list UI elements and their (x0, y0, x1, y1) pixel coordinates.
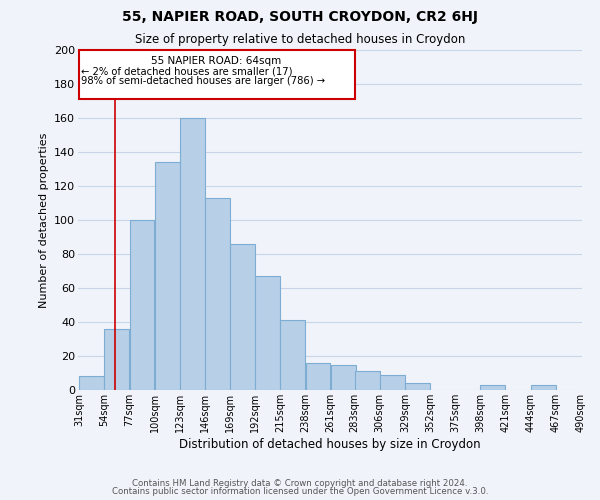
Bar (481, 385, 505, 390)
Bar (305, 363, 331, 390)
Bar (205, 198, 230, 390)
Bar (355, 372, 380, 390)
Text: 98% of semi-detached houses are larger (786) →: 98% of semi-detached houses are larger (… (81, 76, 325, 86)
Text: 55, NAPIER ROAD, SOUTH CROYDON, CR2 6HJ: 55, NAPIER ROAD, SOUTH CROYDON, CR2 6HJ (122, 10, 478, 24)
Bar (230, 244, 255, 390)
Bar (104, 329, 129, 390)
X-axis label: Distribution of detached houses by size in Croydon: Distribution of detached houses by size … (179, 438, 481, 450)
Bar (280, 320, 305, 390)
Y-axis label: Number of detached properties: Number of detached properties (38, 132, 49, 308)
Bar (531, 385, 556, 390)
Text: Contains public sector information licensed under the Open Government Licence v.: Contains public sector information licen… (112, 487, 488, 496)
Text: Size of property relative to detached houses in Croydon: Size of property relative to detached ho… (135, 32, 465, 46)
Bar (331, 364, 356, 390)
Text: 55 NAPIER ROAD: 64sqm: 55 NAPIER ROAD: 64sqm (151, 56, 281, 66)
Bar (155, 162, 179, 390)
Bar (405, 383, 430, 390)
Text: ← 2% of detached houses are smaller (17): ← 2% of detached houses are smaller (17) (81, 66, 292, 76)
FancyBboxPatch shape (79, 50, 355, 100)
Bar (255, 276, 280, 390)
Text: Contains HM Land Registry data © Crown copyright and database right 2024.: Contains HM Land Registry data © Crown c… (132, 478, 468, 488)
Bar (380, 374, 405, 390)
Bar (180, 118, 205, 390)
Bar (79, 376, 104, 390)
Bar (130, 220, 154, 390)
